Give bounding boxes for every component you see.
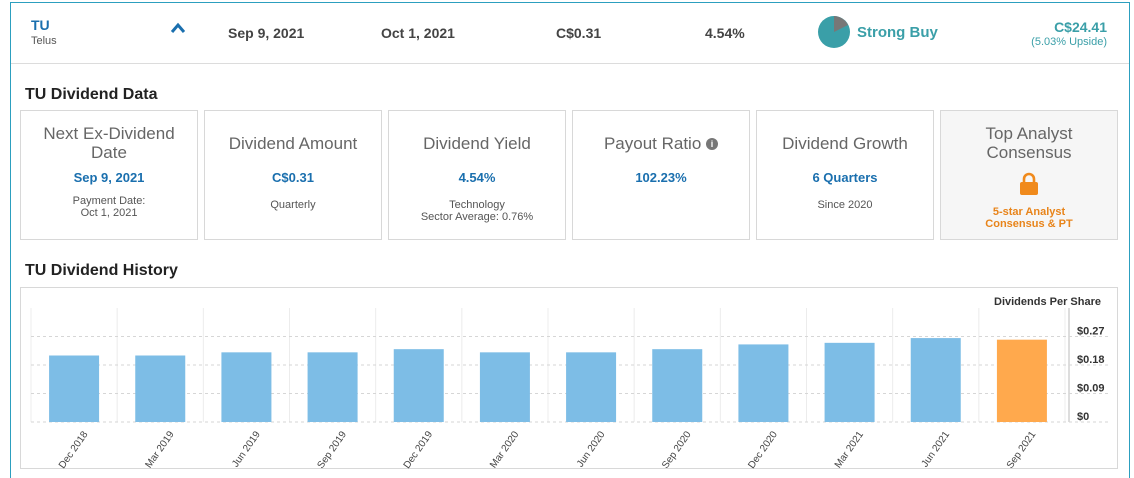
card-sub: Since 2020 xyxy=(817,199,873,211)
x-tick-label: Jun 2019 xyxy=(230,429,263,469)
x-tick-label: Mar 2020 xyxy=(488,429,521,470)
bar-dec-2019[interactable] xyxy=(393,349,444,422)
dividend-history-chart: Dividends Per Share Dec 2018 Mar 2019 Jun … xyxy=(20,287,1118,470)
card-sub: Sector Average: 0.76% xyxy=(420,211,534,223)
card-dividend-yield: Dividend Yield 4.54% Technology Sector A… xyxy=(388,110,566,240)
card-value: 4.54% xyxy=(458,170,496,185)
x-tick-label: Mar 2021 xyxy=(833,429,866,470)
card-value: 102.23% xyxy=(635,170,687,185)
analyst-rating[interactable]: Strong Buy xyxy=(857,24,938,41)
info-icon[interactable]: i xyxy=(706,138,719,150)
bar-mar-2021[interactable] xyxy=(824,342,875,422)
bar-sep-2019[interactable] xyxy=(307,352,358,422)
card-dividend-amount: Dividend Amount C$0.31 Quarterly xyxy=(204,110,382,240)
dividend-panel: TU Telus Sep 9, 2021 Oct 1, 2021 C$0.31 … xyxy=(10,2,1130,478)
card-sub: Payment Date: xyxy=(72,195,146,207)
card-title: Payout Ratio i xyxy=(573,134,749,153)
bar-mar-2019[interactable] xyxy=(135,355,186,423)
bar-mar-2020[interactable] xyxy=(479,352,530,422)
x-tick-label: Mar 2019 xyxy=(143,429,176,470)
ex-dividend-date: Sep 9, 2021 xyxy=(228,25,305,41)
card-title-text: Payout Ratio xyxy=(603,134,702,153)
chevron-up-icon[interactable] xyxy=(169,21,187,35)
card-value: Sep 9, 2021 xyxy=(73,170,145,185)
card-top-analyst-consensus[interactable]: Top Analyst Consensus 5-star Analyst Con… xyxy=(940,110,1118,240)
summary-row[interactable]: TU Telus Sep 9, 2021 Oct 1, 2021 C$0.31 … xyxy=(11,3,1129,64)
payment-date: Oct 1, 2021 xyxy=(381,25,455,41)
x-tick-label: Sep 2021 xyxy=(1005,429,1039,470)
bar-dec-2018[interactable] xyxy=(49,355,100,423)
y-tick-label: $0.09 xyxy=(1077,383,1105,395)
bar-jun-2021[interactable] xyxy=(910,338,961,422)
ticker-symbol[interactable]: TU xyxy=(31,17,50,33)
dividend-data-heading: TU Dividend Data xyxy=(25,86,158,103)
bar-jun-2020[interactable] xyxy=(566,352,617,422)
x-tick-label: Sep 2019 xyxy=(315,429,349,470)
card-title: Dividend Growth xyxy=(782,134,908,153)
price-target: C$24.41 xyxy=(1054,19,1107,35)
card-sub: Quarterly xyxy=(270,199,316,211)
card-title: Next Ex-Dividend Date xyxy=(43,124,175,162)
card-title: Dividend Yield xyxy=(423,134,531,153)
card-value: C$0.31 xyxy=(272,170,314,185)
card-sub: Consensus & PT xyxy=(985,218,1073,230)
consensus-pie-icon xyxy=(818,16,850,48)
card-sub: 5-star Analyst xyxy=(992,206,1066,218)
dividend-amount: C$0.31 xyxy=(556,25,602,41)
card-payout-ratio: Payout Ratio i 102.23% xyxy=(572,110,750,240)
x-tick-label: Dec 2019 xyxy=(402,429,436,470)
x-tick-label: Jun 2020 xyxy=(575,429,608,469)
bar-sep-2021[interactable] xyxy=(996,339,1047,422)
card-sub: Oct 1, 2021 xyxy=(80,207,138,219)
card-sub: Technology xyxy=(449,199,505,211)
card-dividend-growth: Dividend Growth 6 Quarters Since 2020 xyxy=(756,110,934,240)
y-tick-label: $0 xyxy=(1077,411,1089,423)
card-value: 6 Quarters xyxy=(812,170,878,185)
lock-icon[interactable] xyxy=(1019,172,1039,196)
y-tick-label: $0.27 xyxy=(1077,326,1105,338)
chart-canvas: Dividends Per Share Dec 2018 Mar 2019 Jun … xyxy=(30,296,1111,470)
dividend-history-heading: TU Dividend History xyxy=(25,262,178,279)
bar-dec-2020[interactable] xyxy=(738,344,789,422)
price-upside: (5.03% Upside) xyxy=(1031,36,1107,48)
bar-sep-2020[interactable] xyxy=(652,349,703,422)
bar-jun-2019[interactable] xyxy=(221,352,272,422)
card-title: Top Analyst Consensus xyxy=(985,124,1073,162)
y-axis-label: Dividends Per Share xyxy=(994,296,1101,308)
dividend-yield: 4.54% xyxy=(705,25,745,41)
y-tick-label: $0.18 xyxy=(1077,354,1105,366)
x-tick-label: Dec 2020 xyxy=(746,429,780,470)
x-tick-label: Dec 2018 xyxy=(57,429,91,470)
x-tick-label: Jun 2021 xyxy=(920,429,953,469)
card-next-ex-dividend: Next Ex-Dividend Date Sep 9, 2021 Paymen… xyxy=(20,110,198,240)
company-name: Telus xyxy=(31,35,57,47)
x-tick-label: Sep 2020 xyxy=(660,429,694,470)
card-title: Dividend Amount xyxy=(228,134,358,153)
